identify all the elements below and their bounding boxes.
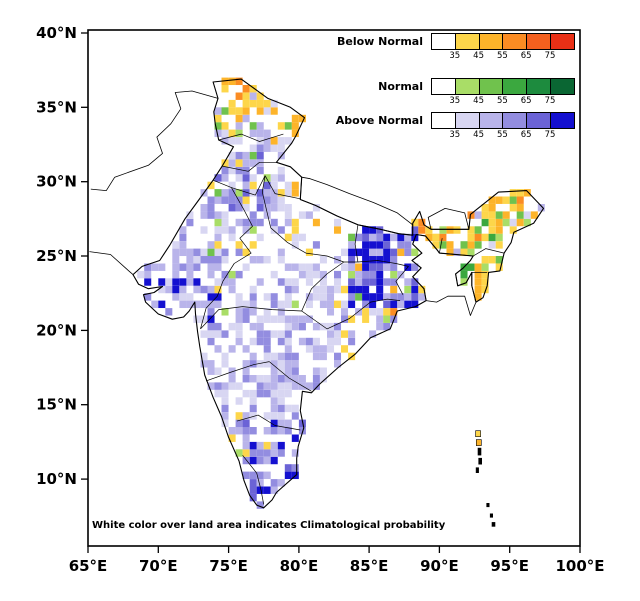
india-outline — [132, 78, 545, 509]
legend-colorbox — [478, 78, 504, 95]
legend-colorbox — [550, 78, 575, 95]
legend-tick-label: 55 — [496, 130, 508, 140]
legend-tick-label: 65 — [520, 96, 532, 106]
legend-scale-below-normal: 35 45 55 65 75 — [431, 33, 580, 62]
legend-tick-label: 65 — [520, 130, 532, 140]
legend-colorbox — [526, 78, 551, 95]
legend-tick-label: 35 — [449, 96, 461, 106]
svg-text:30°N: 30°N — [36, 173, 77, 191]
svg-text:20°N: 20°N — [36, 321, 77, 339]
legend-tick-label: 75 — [544, 130, 556, 140]
legend-colorbox — [550, 33, 575, 50]
legend-colorbox — [502, 78, 528, 95]
andaman-nicobar-islands — [475, 430, 496, 527]
svg-text:35°N: 35°N — [36, 98, 77, 116]
legend-colorbox — [550, 112, 575, 129]
legend-row-above-normal: Above Normal 35 45 55 65 75 — [331, 112, 580, 141]
legend-colorbox — [526, 112, 551, 129]
legend-colorbox — [526, 33, 551, 50]
legend-colorbox — [502, 33, 528, 50]
legend-tick-label: 55 — [496, 96, 508, 106]
legend-tick-label: 35 — [449, 51, 461, 61]
svg-text:100°E: 100°E — [555, 557, 604, 575]
svg-text:75°E: 75°E — [209, 557, 248, 575]
legend-colorbox — [478, 112, 504, 129]
svg-text:95°E: 95°E — [490, 557, 529, 575]
svg-text:85°E: 85°E — [350, 557, 389, 575]
legend-colorbox — [478, 33, 504, 50]
legend-tick-label: 55 — [496, 51, 508, 61]
svg-text:40°N: 40°N — [36, 24, 77, 42]
legend: Below Normal 35 45 55 65 75 Normal 35 45 55 65 7… — [331, 33, 580, 141]
svg-text:90°E: 90°E — [420, 557, 459, 575]
legend-tick-label: 45 — [473, 51, 485, 61]
legend-colorbox — [431, 33, 456, 50]
map-frame — [87, 29, 581, 547]
legend-label-above-normal: Above Normal — [335, 114, 423, 127]
footnote-text: White color over land area indicates Cli… — [92, 520, 446, 531]
legend-tick-label: 35 — [449, 130, 461, 140]
svg-text:70°E: 70°E — [139, 557, 178, 575]
legend-colorbox — [431, 112, 456, 129]
state-boundaries — [200, 133, 505, 505]
legend-tick-label: 45 — [473, 130, 485, 140]
probability-grid-cells — [137, 77, 545, 509]
y-axis: 40°N 35°N 30°N 25°N 20°N 15°N 10°N — [36, 24, 88, 488]
legend-colorbox — [454, 112, 480, 129]
x-axis: 65°E 70°E 75°E 80°E 85°E 90°E 95°E 100°E — [69, 546, 605, 575]
legend-colorbox — [454, 78, 480, 95]
legend-label-below-normal: Below Normal — [336, 35, 423, 48]
legend-colorbox — [431, 78, 456, 95]
legend-label-normal: Normal — [378, 80, 423, 93]
legend-tick-label: 45 — [473, 96, 485, 106]
legend-tick-label: 65 — [520, 51, 532, 61]
svg-text:10°N: 10°N — [36, 470, 77, 488]
legend-colorbox — [454, 33, 480, 50]
svg-text:65°E: 65°E — [69, 557, 108, 575]
legend-row-normal: Normal 35 45 55 65 75 — [331, 78, 580, 107]
legend-tick-label: 75 — [544, 96, 556, 106]
legend-scale-normal: 35 45 55 65 75 — [431, 78, 580, 107]
svg-text:80°E: 80°E — [280, 557, 319, 575]
svg-text:15°N: 15°N — [36, 396, 77, 414]
legend-scale-above-normal: 35 45 55 65 75 — [431, 112, 580, 141]
legend-row-below-normal: Below Normal 35 45 55 65 75 — [331, 33, 580, 62]
legend-tick-label: 75 — [544, 51, 556, 61]
svg-text:25°N: 25°N — [36, 247, 77, 265]
legend-colorbox — [502, 112, 528, 129]
